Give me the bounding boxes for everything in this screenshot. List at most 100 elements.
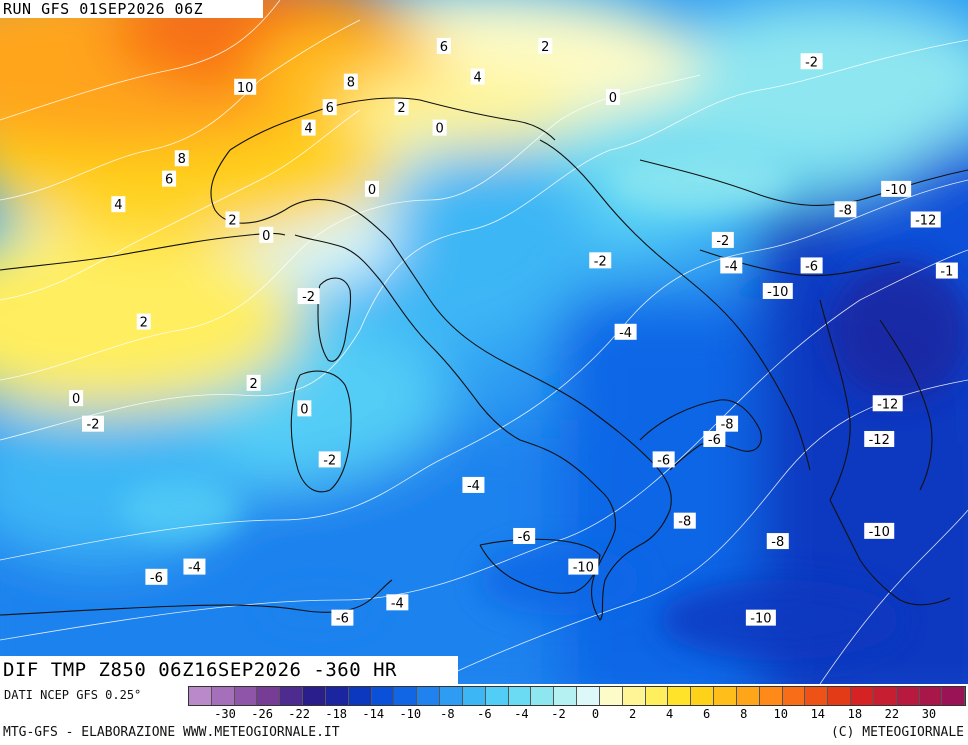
scale-swatch — [303, 687, 326, 705]
scale-swatch — [189, 687, 212, 705]
svg-text:0: 0 — [262, 229, 270, 244]
scale-label: 2 — [628, 707, 637, 721]
scale-label: 30 — [921, 707, 937, 721]
contour-label: -2 — [589, 252, 612, 269]
scale-swatch — [668, 687, 692, 705]
scale-swatch — [462, 687, 486, 705]
scale-swatch — [234, 687, 258, 705]
contour-label: 2 — [394, 99, 409, 116]
contour-label: 6 — [162, 170, 177, 188]
svg-text:6: 6 — [326, 101, 334, 116]
contour-label: -2 — [318, 451, 341, 468]
scale-swatch — [599, 687, 623, 705]
map-title: DIF TMP Z850 06Z16SEP2026 -360 HR — [0, 656, 458, 684]
scale-swatch — [896, 687, 920, 705]
contour-label: -6 — [331, 609, 354, 627]
contour-label: -2 — [81, 415, 104, 433]
svg-text:-4: -4 — [725, 259, 738, 274]
svg-text:-4: -4 — [391, 596, 404, 611]
scale-label: 8 — [740, 707, 748, 721]
contour-label: -4 — [462, 476, 485, 494]
scale-label: 18 — [847, 707, 863, 721]
svg-text:2: 2 — [228, 213, 236, 228]
contour-label: 2 — [246, 374, 261, 392]
scale-label: -26 — [251, 707, 273, 721]
contour-label: -1 — [935, 262, 958, 280]
scale-label: -2 — [551, 707, 566, 721]
data-source-label: DATI NCEP GFS 0.25° — [2, 688, 144, 702]
contour-label: 8 — [343, 73, 358, 91]
svg-text:-2: -2 — [594, 254, 607, 269]
scale-label: -30 — [214, 707, 236, 721]
contour-label: 6 — [436, 37, 451, 55]
scale-label: -8 — [440, 707, 455, 721]
svg-text:0: 0 — [300, 402, 308, 417]
color-scale-bar — [188, 686, 966, 706]
svg-text:8: 8 — [347, 76, 355, 91]
contour-label: -10 — [745, 609, 776, 627]
scale-label: 0 — [591, 707, 600, 721]
scale-swatch — [942, 687, 966, 705]
contour-label: -2 — [297, 288, 320, 305]
scale-swatch — [714, 687, 737, 705]
svg-text:-8: -8 — [721, 418, 734, 433]
scale-swatch — [417, 687, 441, 705]
svg-text:-6: -6 — [336, 612, 349, 627]
svg-text:-12: -12 — [915, 213, 936, 228]
svg-text:-2: -2 — [323, 453, 336, 468]
contour-label: -2 — [711, 231, 734, 249]
svg-text:-6: -6 — [518, 530, 531, 545]
scale-swatch — [394, 687, 418, 705]
svg-text:-6: -6 — [657, 453, 670, 468]
contour-label: -12 — [910, 211, 941, 228]
svg-text:0: 0 — [72, 392, 80, 407]
contour-label: 0 — [297, 400, 312, 417]
svg-text:-2: -2 — [805, 55, 818, 70]
contour-label: 4 — [470, 68, 485, 86]
svg-text:0: 0 — [368, 183, 376, 198]
svg-text:-8: -8 — [678, 515, 691, 530]
contour-label: 0 — [432, 119, 447, 137]
temperature-anomaly-map: 10 8 6 2 -2 4 6 2 0 4 0 8 6 0 -10 -8 4 2 -12 0 -2 -4 -6 -2 -1 -10… — [0, 0, 968, 684]
scale-swatch — [759, 687, 783, 705]
scale-swatch — [873, 687, 897, 705]
scale-label: -10 — [399, 707, 422, 721]
scale-swatch — [531, 687, 555, 705]
scale-swatch — [485, 687, 509, 705]
scale-label: 10 — [773, 707, 788, 721]
svg-text:-2: -2 — [302, 290, 315, 305]
svg-text:6: 6 — [440, 40, 448, 55]
contour-label: 10 — [234, 78, 257, 96]
contour-label: -8 — [766, 533, 789, 550]
scale-label: 4 — [665, 707, 674, 721]
contour-label: -12 — [872, 395, 903, 412]
svg-text:-12: -12 — [877, 397, 898, 412]
contour-label: -4 — [386, 594, 409, 611]
scale-label: -22 — [288, 707, 310, 721]
scale-swatch — [440, 687, 463, 705]
contour-label: 2 — [538, 37, 553, 55]
contour-label: -8 — [716, 415, 739, 433]
contour-label: 6 — [322, 99, 337, 116]
contour-label: -6 — [800, 257, 823, 274]
contour-label: -4 — [183, 558, 206, 576]
scale-swatch — [622, 687, 646, 705]
color-scale-labels: -30 -26 -22 -18 -14 -10 -8 -6 -4 -2 0 2 4 6 8 10 14 18 22 3… — [188, 707, 966, 723]
footer-copyright: (C) METEOGIORNALE — [830, 725, 964, 740]
svg-text:2: 2 — [541, 40, 549, 55]
svg-text:2: 2 — [249, 377, 257, 392]
svg-text:-10: -10 — [573, 561, 594, 576]
svg-text:0: 0 — [435, 122, 443, 137]
scale-swatch — [577, 687, 600, 705]
contour-label: -6 — [652, 451, 675, 468]
svg-text:-2: -2 — [87, 418, 100, 433]
svg-text:-12: -12 — [869, 433, 890, 448]
scale-swatch — [645, 687, 669, 705]
scale-swatch — [919, 687, 943, 705]
scale-swatch — [736, 687, 760, 705]
contour-label: 4 — [301, 119, 316, 137]
svg-text:6: 6 — [165, 173, 173, 188]
contour-label: -8 — [673, 512, 696, 530]
svg-text:-10: -10 — [869, 525, 890, 540]
